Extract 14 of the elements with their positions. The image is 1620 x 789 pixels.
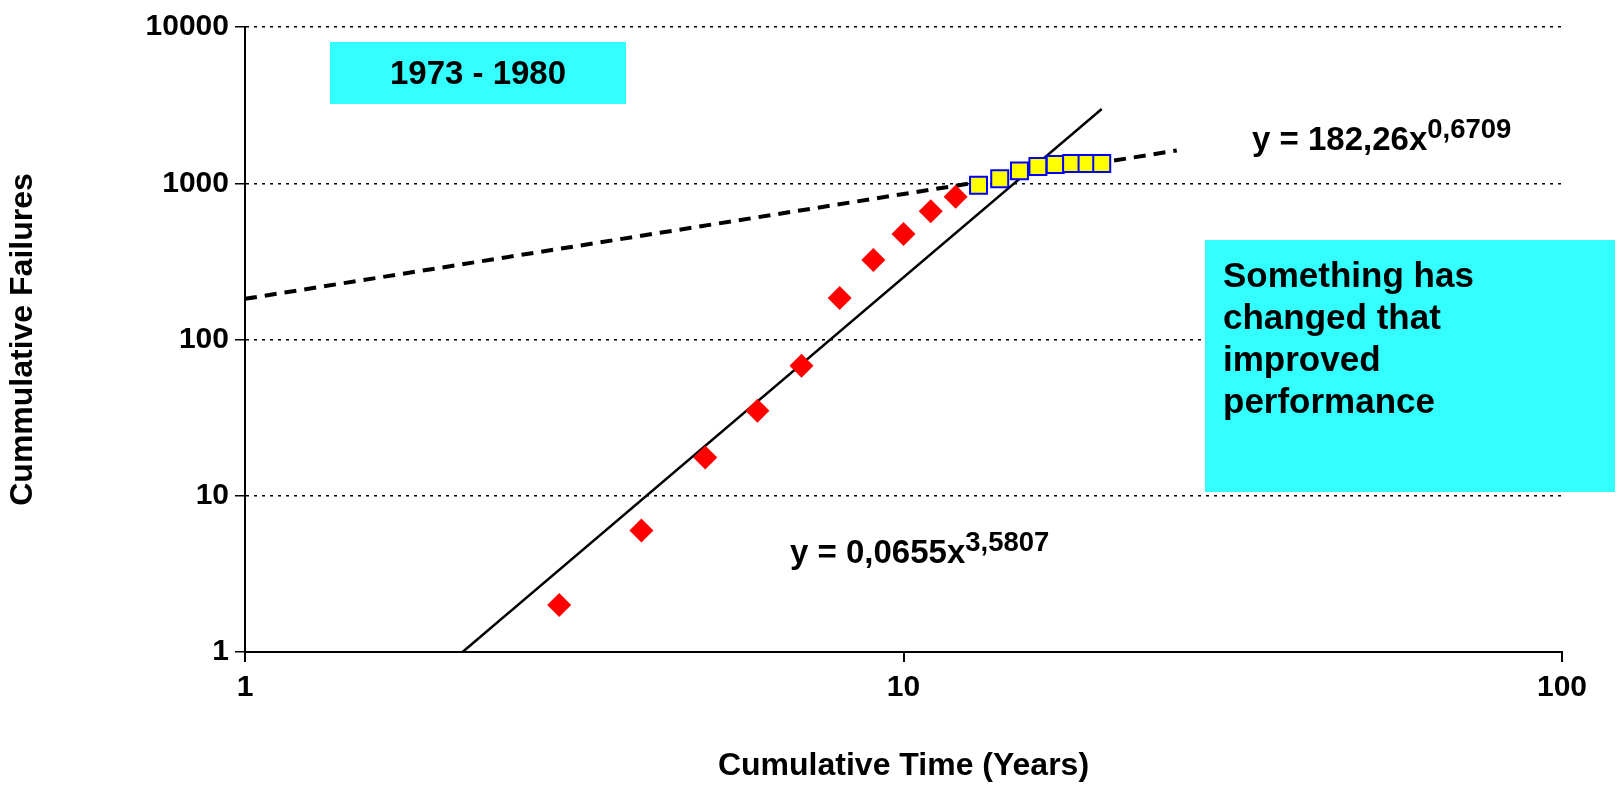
y-tick-label: 100 bbox=[178, 320, 229, 354]
annotation: y = 0,0655x$^{3,5807}$ bbox=[790, 525, 1050, 572]
x-tick-label: 100 bbox=[1536, 669, 1588, 703]
y-axis-title: Cummulative Failures bbox=[3, 173, 40, 506]
y-tick-label: 10 bbox=[195, 477, 229, 511]
text-box: 1973 - 1980 bbox=[330, 42, 626, 104]
x-tick-label: 1 bbox=[236, 669, 254, 703]
x-axis-title: Cumulative Time (Years) bbox=[717, 745, 1090, 782]
y-tick-label: 1000 bbox=[162, 164, 229, 198]
annotation: y = 182,26x$^{0,6709}$ bbox=[1252, 112, 1512, 159]
text-box: Something has changed that improved performance bbox=[1205, 240, 1615, 492]
x-tick-label: 10 bbox=[886, 669, 921, 703]
y-tick-label: 1 bbox=[212, 633, 229, 667]
y-tick-label: 10000 bbox=[145, 8, 229, 42]
